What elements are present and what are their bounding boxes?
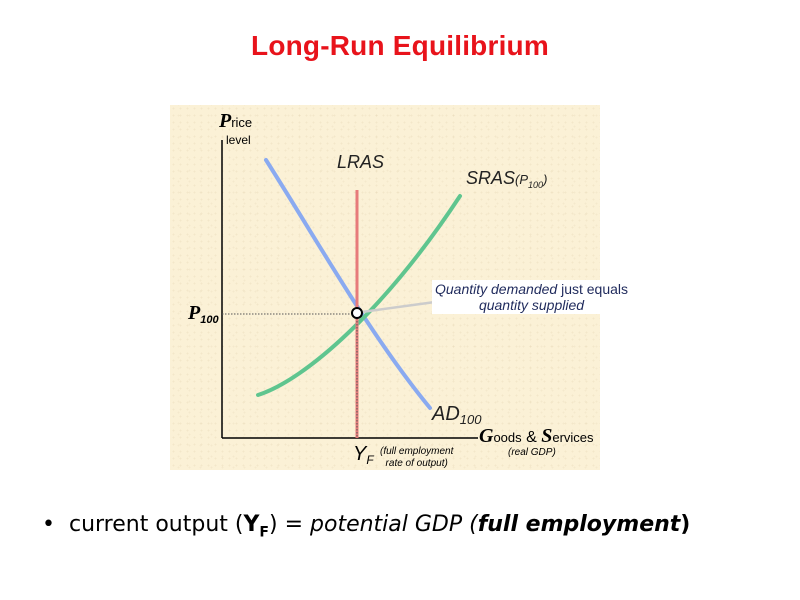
potential-output-marker: YF	[353, 443, 374, 468]
summary-bullet: • current output (YF) = potential GDP (fu…	[42, 512, 691, 541]
ad-label: AD100	[432, 403, 482, 428]
page-title: Long-Run Equilibrium	[251, 30, 549, 61]
price-level-marker: P100	[188, 302, 219, 327]
sras-curve	[256, 194, 462, 397]
y-axis-label: Price	[219, 110, 253, 132]
ad-curve	[264, 158, 432, 410]
x-axis-label: Goods & Services	[479, 425, 594, 447]
lras-label: LRAS	[337, 152, 385, 172]
callout-pointer	[361, 300, 436, 314]
output-note: (full employment rate of output)	[380, 446, 454, 469]
y-axis-sublabel: level	[226, 133, 251, 147]
equilibrium-callout: Quantity demanded just equals quantity s…	[432, 280, 631, 314]
sras-label: SRAS(P100)	[466, 168, 548, 191]
x-axis-sublabel: (real GDP)	[508, 447, 556, 458]
bullet-dot: •	[42, 512, 55, 537]
equilibrium-point	[351, 307, 363, 319]
